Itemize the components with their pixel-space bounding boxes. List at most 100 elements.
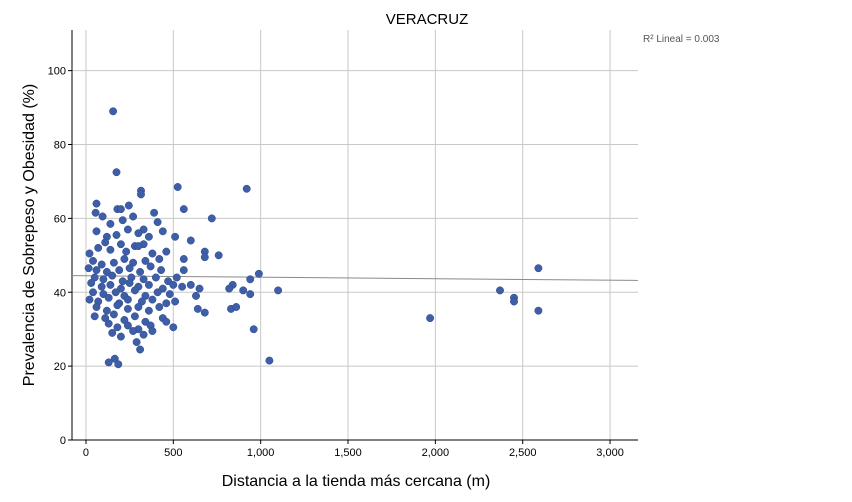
x-axis-label: Distancia a la tienda más cercana (m) bbox=[222, 473, 491, 490]
data-point bbox=[265, 356, 274, 365]
data-point bbox=[129, 212, 138, 221]
data-point bbox=[123, 321, 132, 330]
x-tick-label: 0 bbox=[83, 447, 89, 459]
y-tick-label: 20 bbox=[54, 361, 66, 373]
data-point bbox=[125, 264, 134, 273]
data-point bbox=[87, 279, 96, 287]
axes bbox=[68, 30, 638, 444]
data-point bbox=[108, 328, 117, 337]
data-point bbox=[106, 219, 115, 228]
data-point bbox=[120, 255, 129, 263]
data-point bbox=[165, 290, 174, 299]
tick-labels: 0 500 1,000 1,500 2,000 2,500 3,000 0 20 40 60 80 10… bbox=[48, 66, 624, 459]
data-point bbox=[114, 360, 123, 369]
y-tick-label: 80 bbox=[54, 140, 66, 152]
data-point bbox=[144, 232, 153, 241]
data-point bbox=[200, 308, 209, 317]
x-tick-label: 500 bbox=[164, 447, 182, 459]
data-point bbox=[274, 286, 283, 295]
data-point bbox=[92, 199, 101, 208]
data-point bbox=[134, 303, 143, 311]
data-point bbox=[186, 280, 195, 289]
data-point bbox=[171, 232, 180, 241]
data-point bbox=[91, 208, 100, 217]
data-point bbox=[129, 327, 138, 335]
x-tick-label: 3,000 bbox=[596, 447, 624, 459]
data-point bbox=[172, 273, 181, 282]
data-point bbox=[97, 282, 106, 291]
data-point bbox=[104, 293, 113, 302]
data-point bbox=[102, 306, 111, 315]
data-point bbox=[186, 236, 195, 245]
data-point bbox=[112, 231, 121, 239]
data-point bbox=[144, 306, 153, 315]
y-axis-label: Prevalencia de Sobrepeso y Obesidad (%) bbox=[21, 84, 38, 386]
data-point bbox=[192, 291, 200, 300]
data-point bbox=[157, 266, 166, 275]
data-point bbox=[200, 253, 209, 262]
data-point bbox=[426, 314, 435, 323]
data-point bbox=[104, 358, 113, 367]
data-point bbox=[162, 299, 171, 308]
data-point bbox=[137, 190, 145, 199]
data-point bbox=[195, 284, 204, 293]
data-point bbox=[123, 225, 132, 234]
data-point bbox=[109, 107, 118, 116]
data-point bbox=[84, 264, 93, 273]
data-point bbox=[173, 183, 182, 191]
data-point bbox=[162, 317, 171, 326]
data-point bbox=[169, 280, 178, 289]
data-point bbox=[108, 271, 117, 280]
data-point bbox=[109, 310, 118, 319]
data-point bbox=[242, 184, 251, 193]
data-point bbox=[118, 216, 127, 225]
data-point bbox=[153, 288, 162, 297]
data-point bbox=[85, 295, 94, 304]
data-point bbox=[104, 319, 113, 328]
data-point bbox=[112, 168, 121, 177]
data-point bbox=[116, 205, 125, 214]
data-point bbox=[116, 332, 125, 341]
data-point bbox=[171, 297, 180, 306]
data-point bbox=[123, 304, 132, 313]
data-point bbox=[113, 301, 122, 310]
data-points bbox=[84, 107, 543, 369]
data-point bbox=[113, 323, 122, 332]
data-point bbox=[124, 201, 133, 210]
data-point bbox=[225, 284, 234, 293]
r-squared-annotation: R² Lineal = 0.003 bbox=[643, 34, 720, 45]
data-point bbox=[110, 354, 119, 363]
data-point bbox=[141, 256, 150, 265]
data-point bbox=[155, 255, 164, 263]
data-point bbox=[109, 258, 118, 267]
data-point bbox=[148, 327, 157, 335]
y-tick-label: 0 bbox=[60, 435, 66, 447]
data-point bbox=[496, 286, 504, 295]
x-tick-label: 2,500 bbox=[509, 447, 537, 459]
data-point bbox=[232, 303, 241, 311]
data-point bbox=[92, 227, 101, 236]
chart-title: VERACRUZ bbox=[386, 11, 469, 28]
y-tick-label: 100 bbox=[48, 66, 66, 78]
data-point bbox=[144, 280, 153, 289]
data-point bbox=[249, 325, 258, 334]
data-point bbox=[101, 238, 110, 247]
data-point bbox=[90, 312, 99, 321]
x-tick-label: 1,500 bbox=[334, 447, 362, 459]
data-point bbox=[155, 303, 164, 311]
fit-line-layer bbox=[71, 275, 639, 281]
data-point bbox=[98, 212, 107, 221]
data-point bbox=[254, 269, 263, 278]
data-point bbox=[214, 251, 223, 260]
data-point bbox=[139, 275, 148, 284]
data-point bbox=[130, 286, 139, 295]
data-point bbox=[134, 242, 143, 251]
data-point bbox=[122, 247, 131, 256]
data-point bbox=[179, 205, 188, 214]
data-point bbox=[146, 262, 155, 271]
data-point bbox=[178, 282, 187, 291]
data-point bbox=[162, 247, 171, 256]
data-point bbox=[510, 297, 518, 306]
data-point bbox=[89, 256, 97, 265]
data-point bbox=[97, 260, 106, 269]
